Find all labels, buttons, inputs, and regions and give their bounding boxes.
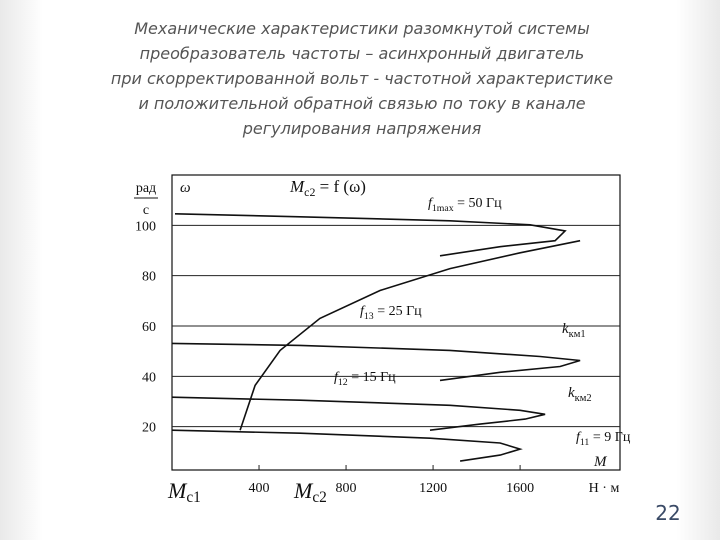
annotation-rest: = 9 Гц bbox=[589, 430, 630, 445]
chart: 20 40 60 80 100 400 800 1200 1600 рад с Н · м ω Mс2 =… bbox=[134, 177, 631, 506]
title-line: преобразователь частоты – асинхронный дв… bbox=[140, 44, 585, 63]
x-axis-unit: Н · м bbox=[589, 481, 620, 496]
annotation-rest: = 25 Гц bbox=[374, 304, 422, 319]
x-tick-label: 1200 bbox=[419, 481, 447, 496]
x-tick-label: 1600 bbox=[506, 481, 534, 496]
y-tick-label: 80 bbox=[142, 270, 156, 285]
curve bbox=[174, 213, 567, 257]
title-line: и положительной обратной связью по току … bbox=[138, 94, 585, 113]
annotation-main: ω bbox=[180, 180, 191, 196]
annotation: Mс1 bbox=[167, 478, 201, 506]
curve bbox=[171, 342, 581, 382]
plot-frame bbox=[171, 174, 621, 471]
annotation: ω bbox=[180, 180, 191, 196]
annotation-rest: = 15 Гц bbox=[348, 370, 396, 385]
annotation: f11 = 9 Гц bbox=[576, 430, 631, 448]
y-tick-label: 20 bbox=[142, 421, 156, 436]
annotation-main: k bbox=[562, 321, 569, 337]
annotation-rest: = f (ω) bbox=[315, 177, 366, 196]
annotation-sub: км1 bbox=[569, 329, 586, 340]
annotation-main: M bbox=[593, 454, 608, 470]
x-tick-label: 800 bbox=[336, 481, 357, 496]
annotation: M bbox=[593, 454, 608, 470]
y-tick-label: 100 bbox=[135, 219, 156, 234]
curve bbox=[171, 429, 523, 462]
title-line: Механические характеристики разомкнутой … bbox=[134, 19, 590, 38]
y-tick-label: 40 bbox=[142, 370, 156, 385]
annotation-rest: = 50 Гц bbox=[454, 196, 502, 211]
annotation-sub: с1 bbox=[186, 489, 201, 506]
annotation: Mс2 bbox=[293, 478, 327, 506]
annotation-main: f bbox=[360, 304, 366, 319]
annotation: f1max = 50 Гц bbox=[428, 196, 502, 214]
annotation-main: k bbox=[568, 385, 575, 401]
annotation: f12 = 15 Гц bbox=[334, 370, 396, 388]
annotation: kкм1 bbox=[562, 321, 586, 340]
annotation-main: M bbox=[167, 478, 188, 503]
annotation-main: M bbox=[293, 478, 314, 503]
y-axis-label: рад bbox=[136, 181, 156, 196]
x-tick-label: 400 bbox=[249, 481, 270, 496]
annotation-main: f bbox=[428, 196, 434, 211]
annotation-main: f bbox=[334, 370, 340, 385]
annotation-main: M bbox=[289, 177, 305, 196]
annotation-sub: 11 bbox=[580, 437, 590, 448]
curve bbox=[171, 396, 546, 431]
slide-title: Механические характеристики разомкнутой … bbox=[111, 19, 613, 138]
y-tick-label: 60 bbox=[142, 320, 156, 335]
annotation-sub: с2 bbox=[312, 489, 327, 506]
curve bbox=[239, 239, 581, 431]
annotation-main: f bbox=[576, 430, 582, 445]
annotation-sub: км2 bbox=[575, 393, 592, 404]
annotation-sub: 1max bbox=[432, 203, 454, 214]
annotation-sub: 13 bbox=[364, 311, 374, 322]
y-axis-label: с bbox=[143, 203, 149, 218]
title-line: регулирования напряжения bbox=[242, 119, 482, 138]
annotation-sub: 12 bbox=[338, 377, 348, 388]
title-line: при скорректированной вольт - частотной … bbox=[111, 69, 613, 88]
page-number: 22 bbox=[655, 501, 680, 525]
annotation: kкм2 bbox=[568, 385, 592, 404]
annotation-sub: с2 bbox=[304, 185, 315, 199]
annotation: Mс2 = f (ω) bbox=[289, 177, 366, 199]
annotation: f13 = 25 Гц bbox=[360, 304, 422, 322]
